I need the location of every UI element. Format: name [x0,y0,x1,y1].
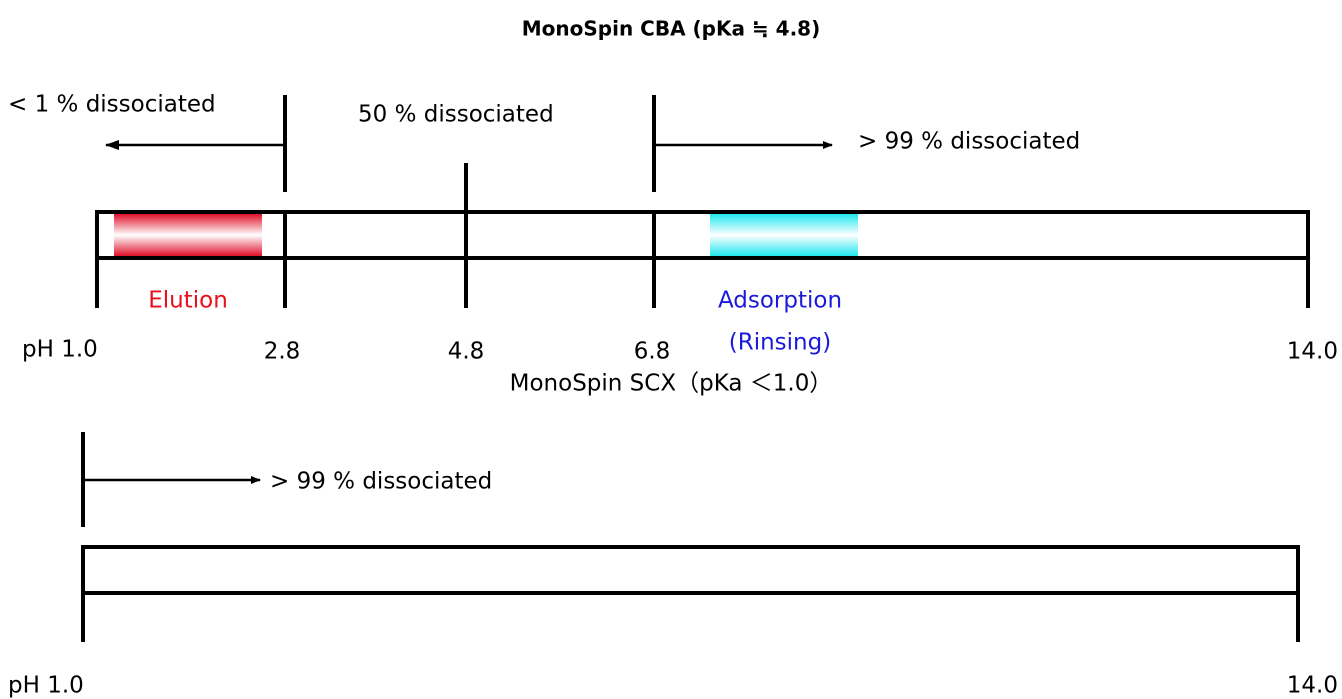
band-label: Elution [148,288,228,314]
region-label: 50 % dissociated [358,102,554,128]
tick-label: pH 1.0 [8,673,84,699]
tick-label: 4.8 [448,339,485,365]
tick-label: 6.8 [634,339,671,365]
cba-bar [95,210,1310,260]
tick-label: 14.0 [1287,673,1338,699]
tick-label: 2.8 [264,339,301,365]
elution-band [114,214,262,256]
scx-bar [81,545,1300,595]
region-label: > 99 % dissociated [270,469,492,495]
tick-label: 14.0 [1287,339,1338,365]
band-label: (Rinsing) [729,330,831,356]
region-label: < 1 % dissociated [8,92,216,118]
adsorption-band [710,214,858,256]
subtitle: MonoSpin SCX（pKa ＜1.0） [510,371,833,397]
tick-label: pH 1.0 [22,337,98,363]
region-label: > 99 % dissociated [858,129,1080,155]
band-label: Adsorption [718,288,842,314]
title: MonoSpin CBA (pKa ≒ 4.8) [522,17,820,41]
